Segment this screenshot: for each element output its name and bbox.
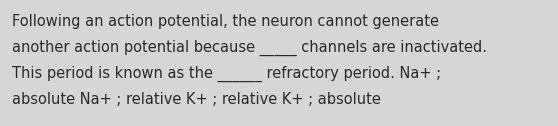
- Text: Following an action potential, the neuron cannot generate: Following an action potential, the neuro…: [12, 14, 439, 29]
- Text: another action potential because _____ channels are inactivated.: another action potential because _____ c…: [12, 40, 487, 56]
- Text: absolute Na+ ; relative K+ ; relative K+ ; absolute: absolute Na+ ; relative K+ ; relative K+…: [12, 92, 381, 107]
- Text: This period is known as the ______ refractory period. Na+ ;: This period is known as the ______ refra…: [12, 66, 441, 82]
